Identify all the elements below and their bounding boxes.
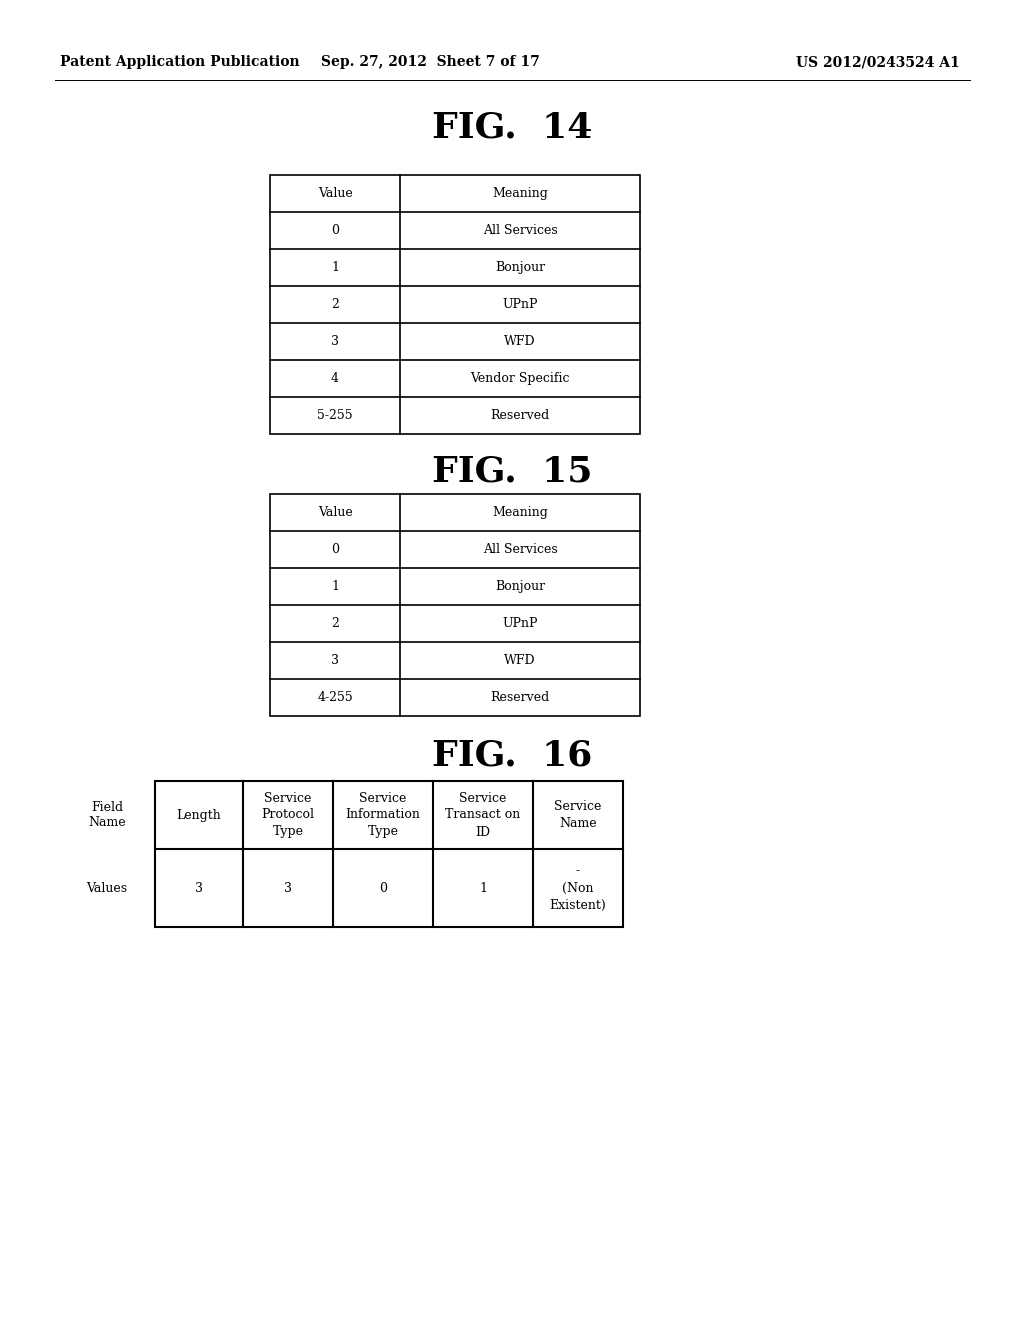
Bar (270, 494, 640, 715)
Text: 3: 3 (284, 882, 292, 895)
Text: 0: 0 (379, 882, 387, 895)
Text: 4: 4 (331, 372, 339, 385)
Text: US 2012/0243524 A1: US 2012/0243524 A1 (797, 55, 961, 69)
Text: Sep. 27, 2012  Sheet 7 of 17: Sep. 27, 2012 Sheet 7 of 17 (321, 55, 540, 69)
Text: Field
Name: Field Name (88, 801, 126, 829)
Text: 5-255: 5-255 (317, 409, 353, 422)
Text: 1: 1 (331, 261, 339, 275)
Text: 3: 3 (195, 882, 203, 895)
Text: -
(Non
Existent): - (Non Existent) (550, 865, 606, 912)
Bar (155, 781, 623, 927)
Text: FIG.  15: FIG. 15 (432, 455, 592, 488)
Text: 4-255: 4-255 (317, 690, 353, 704)
Text: Patent Application Publication: Patent Application Publication (60, 55, 300, 69)
Text: 3: 3 (331, 653, 339, 667)
Text: Vendor Specific: Vendor Specific (470, 372, 569, 385)
Text: 2: 2 (331, 298, 339, 312)
Text: 3: 3 (331, 335, 339, 348)
Text: Reserved: Reserved (490, 409, 550, 422)
Text: Meaning: Meaning (493, 506, 548, 519)
Text: All Services: All Services (482, 543, 557, 556)
Text: Reserved: Reserved (490, 690, 550, 704)
Text: Values: Values (86, 882, 128, 895)
Text: UPnP: UPnP (502, 298, 538, 312)
Text: Value: Value (317, 506, 352, 519)
Text: UPnP: UPnP (502, 616, 538, 630)
Text: WFD: WFD (504, 335, 536, 348)
Text: Service
Transact on
ID: Service Transact on ID (445, 792, 520, 838)
Text: Bonjour: Bonjour (495, 261, 545, 275)
Text: FIG.  16: FIG. 16 (432, 739, 592, 774)
Bar (270, 176, 640, 434)
Text: Service
Protocol
Type: Service Protocol Type (261, 792, 314, 838)
Text: FIG.  14: FIG. 14 (432, 111, 592, 145)
Text: Service
Name: Service Name (554, 800, 602, 830)
Text: All Services: All Services (482, 224, 557, 238)
Text: 0: 0 (331, 224, 339, 238)
Text: 2: 2 (331, 616, 339, 630)
Text: Bonjour: Bonjour (495, 579, 545, 593)
Text: Length: Length (176, 808, 221, 821)
Text: 1: 1 (331, 579, 339, 593)
Text: Service
Information
Type: Service Information Type (345, 792, 421, 838)
Text: Value: Value (317, 187, 352, 201)
Text: WFD: WFD (504, 653, 536, 667)
Text: 1: 1 (479, 882, 487, 895)
Text: Meaning: Meaning (493, 187, 548, 201)
Text: 0: 0 (331, 543, 339, 556)
